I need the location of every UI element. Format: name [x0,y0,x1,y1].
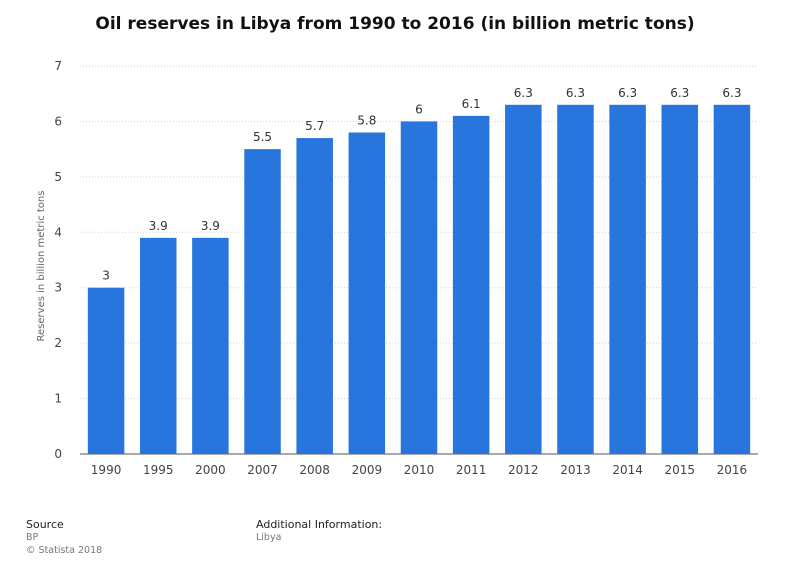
x-tick-label: 2011 [456,463,487,477]
additional-info-label: Additional Information: [256,518,383,531]
source-block: Source BP © Statista 2018 [26,518,102,557]
copyright-text: © Statista 2018 [26,545,103,556]
x-tick-label: 2014 [612,463,643,477]
data-label: 3 [102,269,110,283]
data-label: 3.9 [149,219,168,233]
x-tick-label: 2012 [508,463,539,477]
bar [661,104,699,455]
source-value: BP [26,532,39,543]
data-label: 6 [415,102,423,116]
y-tick-label: 4 [54,225,62,239]
data-label: 6.3 [566,86,585,100]
data-label: 3.9 [201,219,220,233]
chart-footer: Source BP © Statista 2018 Additional Inf… [0,508,790,586]
data-label: 5.7 [305,119,324,133]
y-tick-label: 3 [54,281,62,295]
data-label: 6.3 [618,86,637,100]
bar [139,237,177,454]
bar [452,115,490,454]
x-tick-label: 2000 [195,463,226,477]
bar [296,138,333,455]
additional-info-block: Additional Information: Libya [256,518,382,544]
x-tick-label: 2013 [560,463,591,477]
data-label: 6.1 [462,97,481,111]
chart-title: Oil reserves in Libya from 1990 to 2016 … [95,14,695,34]
x-tick-label: 2007 [247,463,278,477]
source-label: Source [26,518,64,531]
bar [192,237,229,454]
data-label: 5.8 [357,114,376,128]
x-tick-label: 2016 [717,463,748,477]
y-tick-label: 6 [54,114,62,128]
bar [505,104,542,455]
bar [244,149,281,454]
bar [87,287,125,454]
y-tick-label: 0 [54,447,62,461]
x-tick-label: 2009 [352,463,383,477]
bar [400,121,438,454]
bar-chart: 0 1 2 3 4 5 6 7 Reserves in billion metric tons 3… [36,59,758,477]
y-tick-label: 2 [54,336,62,350]
bar [348,132,386,454]
data-label: 5.5 [253,130,272,144]
chart-card: Oil reserves in Libya from 1990 to 2016 … [0,0,790,508]
data-label: 6.3 [722,86,741,100]
x-tick-label: 1990 [91,463,122,477]
bar [609,104,646,455]
x-tick-label: 2010 [404,463,435,477]
x-tick-label: 2008 [299,463,330,477]
y-tick-label: 5 [54,170,62,184]
data-label: 6.3 [670,86,689,100]
additional-info-value: Libya [256,532,282,543]
bar [557,104,594,455]
y-tick-label: 7 [54,59,62,73]
y-tick-label: 1 [54,392,62,406]
bar [713,104,751,455]
x-tick-label: 2015 [664,463,695,477]
x-tick-label: 1995 [143,463,174,477]
data-label: 6.3 [514,86,533,100]
y-axis-label: Reserves in billion metric tons [36,191,47,342]
